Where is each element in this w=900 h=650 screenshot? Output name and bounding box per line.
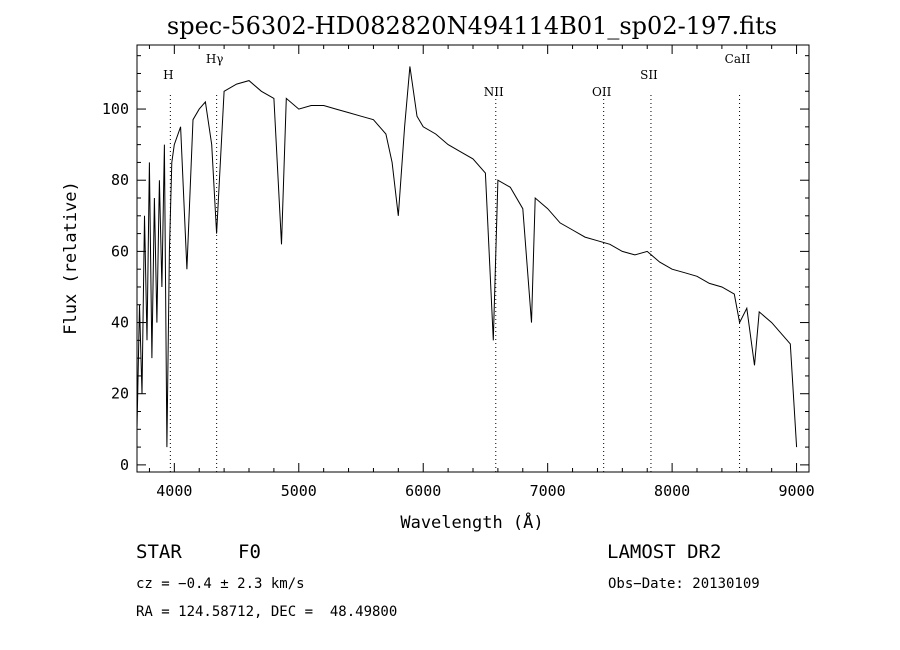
- line-marker-label: H: [163, 68, 173, 82]
- x-axis-label: Wavelength (Å): [400, 511, 543, 533]
- x-tick-label: 6000: [405, 482, 441, 500]
- y-tick-label: 20: [111, 385, 129, 403]
- y-tick-label: 80: [111, 171, 129, 189]
- plot-frame: [136, 44, 810, 473]
- x-tick-label: 8000: [654, 482, 690, 500]
- line-marker-label: Hγ: [206, 52, 224, 66]
- spectrum-line: [136, 66, 798, 448]
- redshift-velocity: cz = −0.4 ± 2.3 km/s: [136, 576, 305, 592]
- x-tick-label: 7000: [530, 482, 566, 500]
- object-type: STAR: [136, 541, 182, 563]
- line-markers: H Hγ NII OII SII CaII: [163, 52, 751, 472]
- line-marker-label: OII: [592, 85, 612, 99]
- spectral-subclass: F0: [238, 541, 261, 563]
- survey-name: LAMOST DR2: [607, 541, 722, 563]
- y-tick-label: 40: [111, 314, 129, 332]
- line-marker-label: CaII: [725, 52, 751, 66]
- observation-date: Obs−Date: 20130109: [608, 576, 760, 592]
- x-tick-label: 9000: [778, 482, 814, 500]
- y-tick-label: 60: [111, 242, 129, 260]
- line-marker-label: SII: [640, 68, 658, 82]
- x-tick-label: 5000: [281, 482, 317, 500]
- line-marker-label: NII: [484, 85, 504, 99]
- y-tick-label: 100: [102, 100, 129, 118]
- y-tick-label: 0: [120, 456, 129, 474]
- x-tick-label: 4000: [156, 482, 192, 500]
- y-axis-label: Flux (relative): [61, 181, 81, 335]
- chart-title: spec-56302-HD082820N494114B01_sp02-197.f…: [167, 12, 777, 40]
- axis-ticks: 4000 5000 6000 7000 8000 9000 0 20 40 60 80 100: [102, 45, 815, 500]
- coordinates: RA = 124.58712, DEC = 48.49800: [136, 604, 398, 620]
